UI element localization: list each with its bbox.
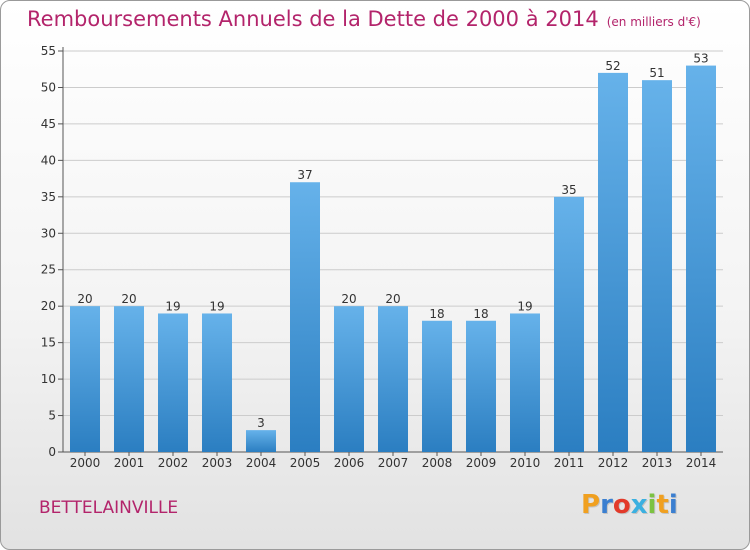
y-tick-label: 0	[48, 445, 56, 459]
y-tick-label: 40	[41, 153, 56, 167]
bar	[158, 313, 188, 452]
logo-letter: P	[581, 490, 601, 520]
value-label: 51	[649, 66, 664, 80]
logo-letter: r	[600, 490, 613, 520]
y-tick-label: 55	[41, 44, 56, 58]
bar	[466, 320, 496, 452]
x-tick-label: 2004	[246, 456, 277, 470]
logo-letter: i	[668, 490, 678, 520]
chart-title-text: Remboursements Annuels de la Dette de 20…	[27, 7, 599, 31]
x-tick-label: 2009	[466, 456, 497, 470]
value-label: 3	[257, 416, 265, 430]
value-label: 20	[121, 292, 136, 306]
value-label: 37	[297, 168, 312, 182]
chart-unit: (en milliers d'€)	[606, 15, 701, 29]
value-label: 20	[385, 292, 400, 306]
bar	[334, 306, 364, 452]
y-tick-label: 25	[41, 263, 56, 277]
y-tick-label: 5	[48, 409, 56, 423]
value-label: 19	[165, 299, 180, 313]
x-tick-label: 2006	[334, 456, 365, 470]
x-tick-label: 2007	[378, 456, 409, 470]
x-tick-label: 2002	[158, 456, 189, 470]
y-tick-label: 10	[41, 372, 56, 386]
value-label: 52	[605, 59, 620, 73]
x-tick-label: 2005	[290, 456, 321, 470]
value-label: 20	[77, 292, 92, 306]
x-tick-label: 2001	[114, 456, 145, 470]
logo-letter: t	[656, 490, 669, 520]
x-tick-label: 2010	[510, 456, 541, 470]
value-label: 19	[209, 299, 224, 313]
place-name: BETTELAINVILLE	[39, 498, 179, 518]
bar	[246, 430, 276, 452]
bar	[290, 182, 320, 452]
x-tick-label: 2000	[70, 456, 101, 470]
logo-letter: i	[647, 490, 657, 520]
bar	[642, 80, 672, 452]
bar	[554, 196, 584, 452]
x-tick-label: 2014	[686, 456, 717, 470]
x-tick-label: 2012	[598, 456, 629, 470]
value-label: 19	[517, 299, 532, 313]
value-label: 35	[561, 183, 576, 197]
bar	[70, 306, 100, 452]
y-tick-label: 45	[41, 117, 56, 131]
value-label: 20	[341, 292, 356, 306]
y-tick-label: 20	[41, 299, 56, 313]
y-tick-label: 35	[41, 190, 56, 204]
y-tick-label: 30	[41, 226, 56, 240]
chart-title: Remboursements Annuels de la Dette de 20…	[27, 7, 701, 31]
bar	[422, 320, 452, 452]
value-label: 18	[429, 307, 444, 321]
value-label: 18	[473, 307, 488, 321]
bar	[378, 306, 408, 452]
value-label: 53	[693, 52, 708, 66]
bar	[598, 72, 628, 452]
x-tick-label: 2013	[642, 456, 673, 470]
bar	[114, 306, 144, 452]
bar	[202, 313, 232, 452]
x-tick-label: 2003	[202, 456, 233, 470]
bar	[686, 65, 716, 452]
x-tick-label: 2011	[554, 456, 585, 470]
bar	[510, 313, 540, 452]
x-tick-label: 2008	[422, 456, 453, 470]
proxiti-logo: Proxiti	[581, 490, 678, 520]
logo-letter: x	[630, 490, 648, 520]
y-tick-label: 50	[41, 80, 56, 94]
logo-letter: o	[612, 490, 631, 520]
y-tick-label: 15	[41, 336, 56, 350]
